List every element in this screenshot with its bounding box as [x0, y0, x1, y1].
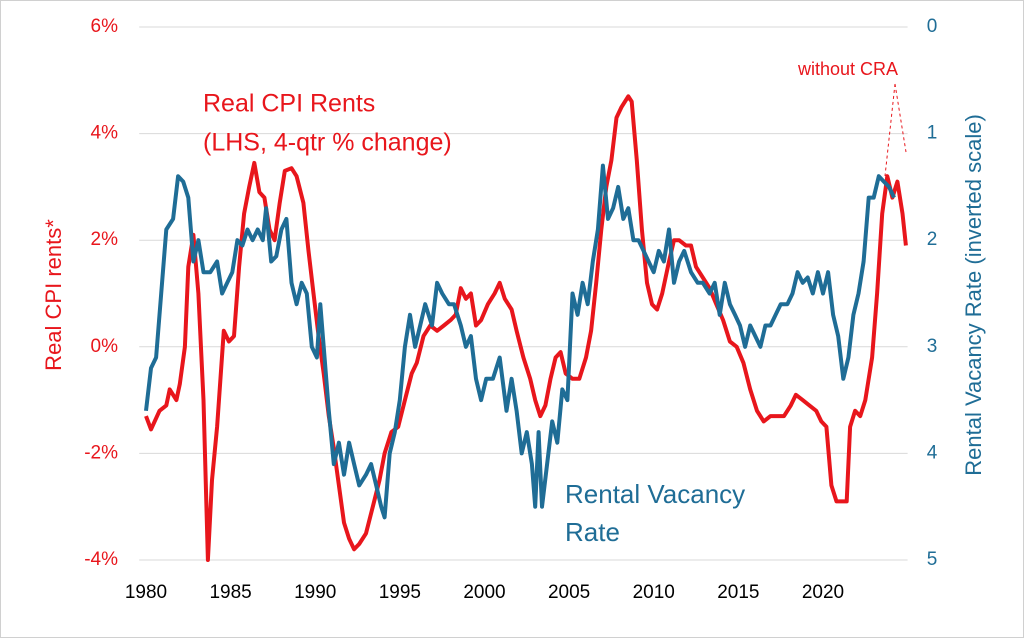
- x-tick-label: 2000: [463, 582, 505, 603]
- y-tick-label: 0%: [91, 336, 119, 357]
- y2-axis-title: Rental Vacancy Rate (inverted scale): [961, 114, 986, 476]
- y2-tick-label: 5: [927, 549, 938, 570]
- series-line: [144, 94, 908, 562]
- annotation: (LHS, 4-qtr % change): [203, 129, 452, 157]
- x-tick-label: 2020: [802, 582, 844, 603]
- y-tick-label: 2%: [91, 229, 119, 250]
- series-label: Rental Vacancy Rate: [565, 479, 746, 547]
- x-tick-label: 2005: [548, 582, 590, 603]
- x-tick-label: 1995: [379, 582, 421, 603]
- y2-tick-label: 0: [927, 16, 938, 37]
- y2-tick-label: 2: [927, 229, 938, 250]
- x-tick-label: 2015: [717, 582, 759, 603]
- x-tick-label: 1985: [209, 582, 251, 603]
- x-tick-label: 2010: [633, 582, 675, 603]
- y-axis-title: Real CPI rents*: [41, 219, 66, 371]
- x-tick-label: 1990: [294, 582, 336, 603]
- series-line: [144, 163, 896, 520]
- y2-tick-label: 1: [927, 123, 938, 144]
- y-tick-label: -4%: [84, 549, 118, 570]
- x-tick-label: 1980: [125, 582, 167, 603]
- y-tick-label: -2%: [84, 442, 118, 463]
- series-label-box: Rental Vacancy Rate: [565, 479, 746, 547]
- y-tick-label: 4%: [91, 123, 119, 144]
- series-label: Real CPI Rents: [203, 90, 375, 118]
- y-tick-label: 6%: [91, 16, 119, 37]
- annotation: without CRA: [797, 59, 898, 79]
- y2-tick-label: 4: [927, 442, 938, 463]
- y2-tick-label: 3: [927, 336, 938, 357]
